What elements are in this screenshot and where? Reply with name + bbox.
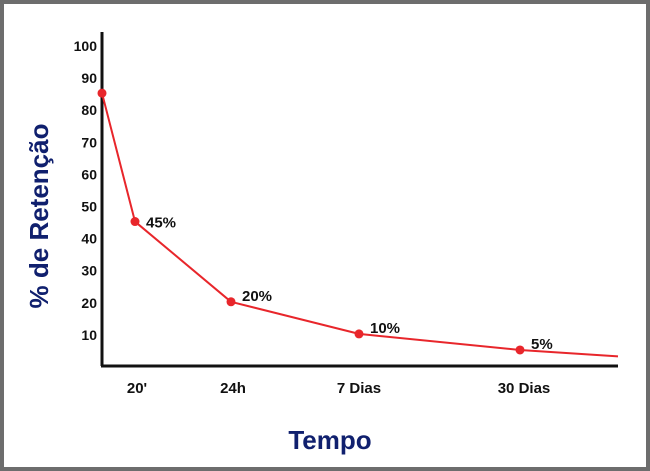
y-tick-label: 70 bbox=[81, 134, 97, 150]
series bbox=[101, 92, 619, 358]
y-axis-title: % de Retenção bbox=[24, 124, 54, 309]
y-tick-label: 60 bbox=[81, 166, 97, 182]
series-line bbox=[101, 92, 619, 358]
data-label: 45% bbox=[146, 215, 176, 232]
data-point bbox=[226, 297, 236, 307]
x-tick-label: 7 Dias bbox=[337, 380, 381, 397]
data-label: 10% bbox=[370, 320, 400, 337]
y-tick-label: 50 bbox=[81, 199, 97, 215]
y-ticks: 10 20 30 40 50 60 70 80 90 100 bbox=[74, 38, 98, 343]
y-tick-label: 90 bbox=[81, 70, 97, 86]
data-points bbox=[97, 88, 525, 355]
data-label: 5% bbox=[531, 336, 553, 353]
y-tick-label: 20 bbox=[81, 295, 97, 311]
data-point bbox=[354, 329, 364, 339]
y-tick-label: 100 bbox=[74, 38, 98, 54]
data-label: 20% bbox=[242, 288, 272, 305]
y-tick-label: 80 bbox=[81, 102, 97, 118]
y-tick-label: 40 bbox=[81, 231, 97, 247]
x-axis-title: Tempo bbox=[288, 425, 371, 455]
data-point bbox=[515, 345, 525, 355]
data-labels: 45% 20% 10% 5% bbox=[146, 215, 553, 353]
y-tick-label: 10 bbox=[81, 327, 97, 343]
x-tick-label: 24h bbox=[220, 380, 246, 397]
x-tick-label: 30 Dias bbox=[498, 380, 551, 397]
x-ticks: 20' 24h 7 Dias 30 Dias bbox=[127, 380, 550, 397]
chart-frame bbox=[4, 4, 646, 467]
data-point bbox=[130, 217, 140, 227]
y-tick-label: 30 bbox=[81, 263, 97, 279]
axes bbox=[100, 32, 618, 368]
data-point bbox=[97, 88, 107, 98]
x-tick-label: 20' bbox=[127, 380, 147, 397]
